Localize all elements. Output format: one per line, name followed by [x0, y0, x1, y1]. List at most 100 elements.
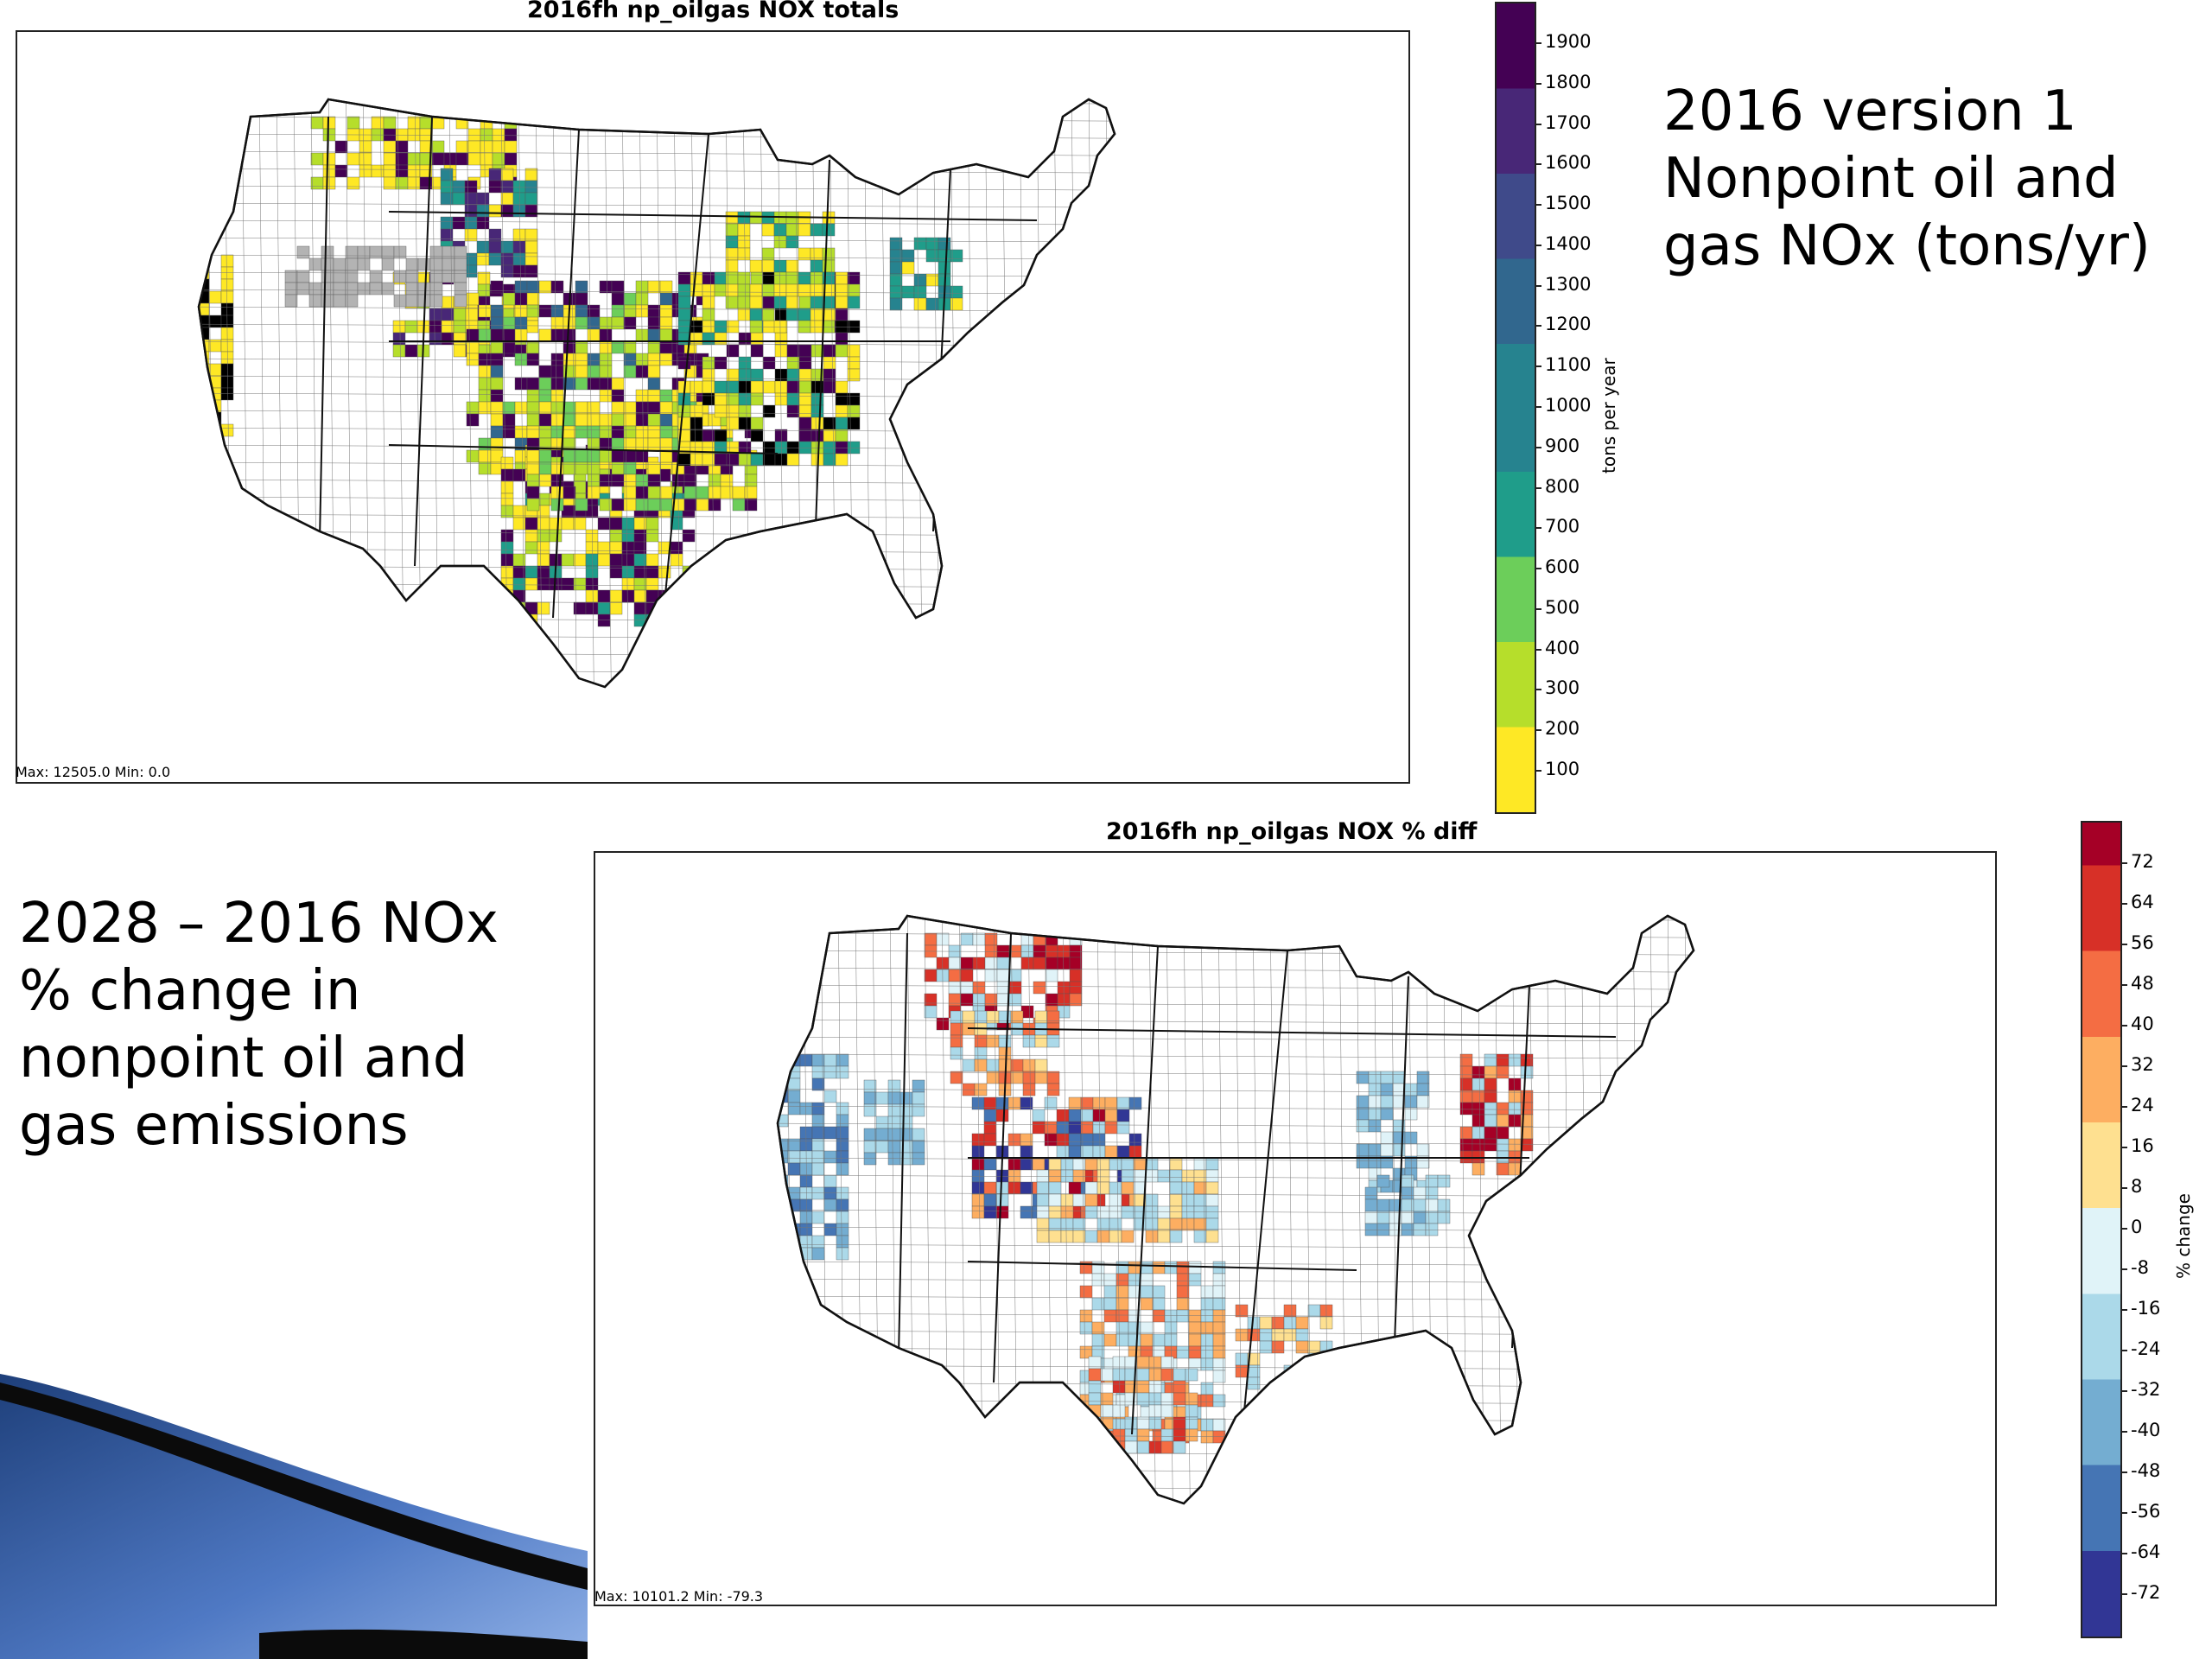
county-cell	[1008, 981, 1022, 995]
county-cell	[913, 285, 927, 299]
county-cell	[750, 380, 764, 394]
county-cell	[960, 981, 974, 995]
county-cell	[611, 292, 625, 306]
county-cell	[526, 304, 540, 318]
county-cell	[645, 517, 659, 531]
county-cell	[575, 365, 588, 378]
county-cell	[599, 316, 613, 330]
county-cell	[1188, 1345, 1202, 1359]
county-cell	[762, 271, 776, 285]
county-boundary	[199, 617, 1115, 624]
county-cell	[1425, 1198, 1439, 1212]
county-cell	[524, 264, 538, 278]
county-cell	[1185, 1392, 1198, 1406]
county-cell	[835, 271, 849, 285]
county-cell	[986, 1034, 1000, 1048]
state-boundary	[388, 444, 779, 454]
top-map-title: 2016fh np_oilgas NOX totals	[527, 0, 899, 23]
county-cell	[1112, 1380, 1126, 1394]
county-cell	[1319, 1376, 1333, 1390]
county-cell	[333, 270, 346, 283]
county-cell	[785, 271, 799, 285]
county-cell	[1200, 1297, 1214, 1311]
county-cell	[220, 254, 234, 268]
county-cell	[714, 380, 728, 394]
county-cell	[720, 474, 734, 487]
colorbar-tickmark	[1535, 204, 1541, 207]
county-cell	[333, 294, 346, 308]
county-cell	[526, 353, 540, 366]
county-cell	[1091, 1297, 1105, 1311]
county-cell	[1045, 957, 1058, 970]
county-cell	[512, 517, 526, 531]
county-cell	[478, 461, 492, 475]
county-cell	[1200, 1321, 1214, 1335]
county-cell	[1145, 1230, 1159, 1243]
county-cell	[714, 392, 728, 406]
county-cell	[810, 283, 823, 297]
county-cell	[550, 377, 564, 391]
county-cell	[550, 389, 564, 403]
county-cell	[1152, 1297, 1166, 1311]
county-cell	[1212, 1297, 1226, 1311]
colorbar-tick-label: 1400	[1545, 232, 1592, 254]
county-cell	[823, 416, 836, 430]
county-cell	[492, 128, 505, 142]
county-cell	[887, 1140, 901, 1154]
county-cell	[1121, 1169, 1135, 1183]
county-cell	[1295, 1340, 1309, 1354]
county-boundary	[587, 99, 595, 687]
county-cell	[500, 204, 514, 218]
county-cell	[404, 344, 418, 358]
county-cell	[185, 424, 197, 436]
county-cell	[1116, 1297, 1129, 1311]
county-cell	[764, 1187, 776, 1199]
county-cell	[1112, 1368, 1126, 1382]
state-boundary	[388, 211, 1038, 221]
colorbar-tickmark	[2120, 1147, 2127, 1148]
county-cell	[749, 283, 763, 297]
county-cell	[1259, 1316, 1273, 1330]
county-cell	[478, 304, 492, 318]
county-cell	[764, 1248, 776, 1260]
county-cell	[1356, 1095, 1370, 1109]
county-cell	[764, 1103, 776, 1115]
county-cell	[1376, 1211, 1390, 1224]
county-cell	[635, 280, 649, 294]
county-boundary	[1131, 916, 1140, 1503]
county-cell	[823, 1090, 837, 1103]
county-cell	[810, 259, 823, 273]
county-cell	[670, 517, 683, 531]
county-cell	[173, 424, 185, 436]
county-boundary	[1200, 916, 1209, 1503]
county-cell	[1020, 1205, 1033, 1219]
colorbar-tick-label: 500	[1545, 596, 1580, 618]
county-boundary	[752, 1521, 1858, 1526]
colorbar-tick-label: 600	[1545, 556, 1580, 578]
county-cell	[587, 328, 601, 342]
county-cell	[823, 441, 836, 454]
county-boundary	[1823, 899, 1830, 1564]
county-cell	[875, 1116, 889, 1129]
county-cell	[1140, 1273, 1154, 1287]
county-cell	[799, 1198, 813, 1212]
county-cell	[454, 270, 467, 283]
county-cell	[1056, 1109, 1070, 1122]
county-boundary	[604, 99, 613, 687]
county-cell	[696, 486, 709, 499]
county-cell	[764, 1163, 776, 1175]
county-cell	[1181, 1169, 1195, 1183]
county-cell	[1392, 1143, 1406, 1157]
county-cell	[708, 498, 721, 512]
county-cell	[1057, 944, 1071, 958]
county-cell	[1176, 1297, 1190, 1311]
county-cell	[726, 404, 740, 418]
county-cell	[1096, 1230, 1110, 1243]
county-cell	[972, 993, 986, 1007]
county-cell	[407, 164, 421, 178]
county-cell	[310, 176, 324, 190]
county-cell	[1056, 1133, 1070, 1147]
county-cell	[774, 380, 788, 394]
county-cell	[899, 1091, 913, 1105]
colorbar-tick-label: -32	[2131, 1379, 2161, 1400]
